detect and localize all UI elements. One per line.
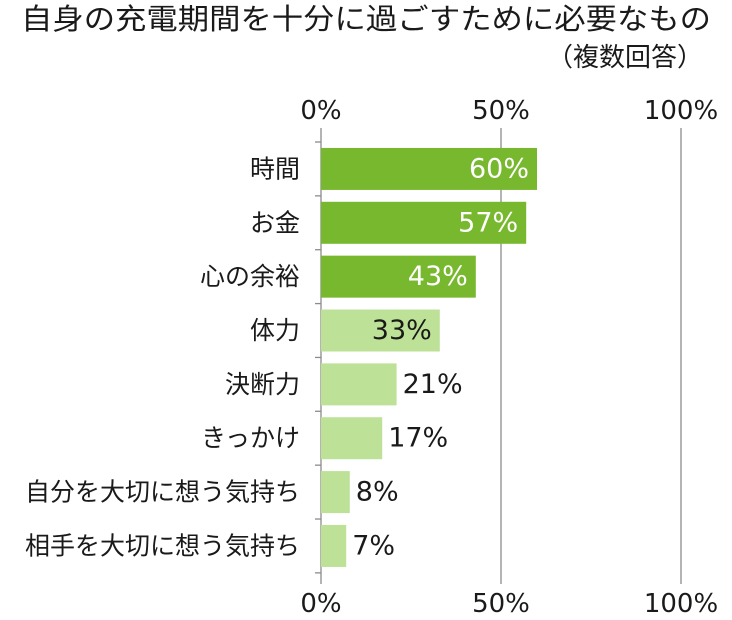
bar-7 xyxy=(321,471,350,514)
bars xyxy=(321,147,537,567)
bar-2 xyxy=(321,201,527,244)
category-label-5: 決断力 xyxy=(225,370,300,399)
x-tick-label-bottom-50: 50% xyxy=(472,589,530,619)
bar-4 xyxy=(321,309,440,352)
x-tick-label-top-50: 50% xyxy=(472,96,530,126)
value-label-1: 60% xyxy=(469,153,529,184)
value-label-3: 43% xyxy=(408,261,468,292)
x-tick-label-top-0: 0% xyxy=(300,96,341,126)
bar-3 xyxy=(321,255,476,298)
bar-5 xyxy=(321,363,397,406)
category-label-3: 心の余裕 xyxy=(200,262,300,291)
bar-6 xyxy=(321,417,383,460)
category-label-2: お金 xyxy=(250,208,300,237)
value-label-8: 7% xyxy=(352,530,395,561)
chart-title: 自身の充電期間を十分に過ごすために必要なもの xyxy=(21,2,711,36)
gridlines xyxy=(315,128,682,584)
category-label-6: きっかけ xyxy=(201,424,300,453)
x-tick-label-bottom-100: 100% xyxy=(644,589,718,619)
x-tick-label-top-100: 100% xyxy=(644,96,718,126)
bar-1 xyxy=(321,147,537,190)
x-tick-label-bottom-0: 0% xyxy=(300,589,341,619)
value-label-7: 8% xyxy=(356,477,399,508)
bar-8 xyxy=(321,524,347,567)
category-label-1: 時間 xyxy=(250,154,300,183)
category-label-7: 自分を大切に想う気持ち xyxy=(25,478,300,507)
value-label-5: 21% xyxy=(403,369,463,400)
value-label-4: 33% xyxy=(372,315,432,346)
value-label-6: 17% xyxy=(388,423,448,454)
value-label-2: 57% xyxy=(458,207,518,238)
category-label-4: 体力 xyxy=(250,316,300,345)
category-label-8: 相手を大切に想う気持ち xyxy=(25,531,300,560)
chart-subtitle: （複数回答） xyxy=(547,43,703,73)
labels: 0% 0% 50% 50% 100% 100% 時間 60% お金 57% 心の余裕 43% 体力 33%… xyxy=(25,96,718,619)
